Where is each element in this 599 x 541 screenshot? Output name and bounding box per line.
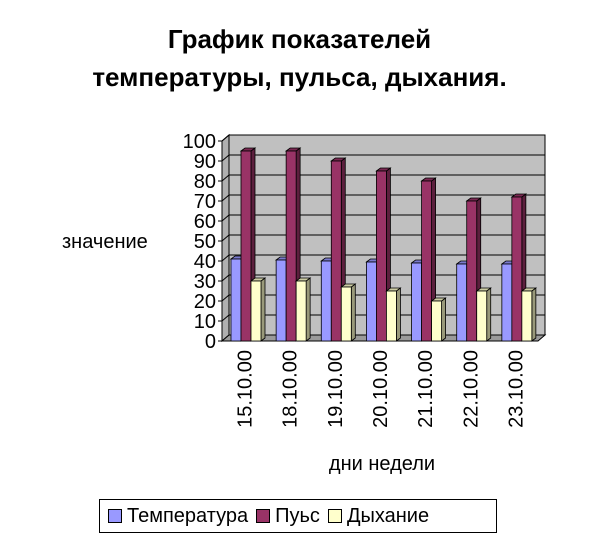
bar-front: [240, 150, 252, 342]
bar-front: [285, 150, 297, 342]
legend-label-breathing: Дыхание: [346, 504, 430, 527]
bar-front: [340, 286, 352, 342]
legend-swatch-temperature: [108, 509, 122, 523]
bar-front: [431, 300, 442, 342]
y-tick-label: 30: [194, 271, 216, 293]
bar: [249, 277, 267, 342]
x-tick-label: 22.10.00: [460, 350, 482, 428]
bar-front: [320, 260, 332, 342]
x-tick-label: 20.10.00: [370, 350, 392, 428]
bar-side: [396, 287, 401, 342]
bar-side: [260, 277, 266, 342]
chart-legend: Температура Пуьс Дыхание: [99, 499, 497, 533]
x-tick-label: 19.10.00: [325, 350, 347, 428]
bar-front: [275, 259, 287, 342]
bar-front: [456, 263, 468, 342]
bar-front: [250, 280, 262, 342]
y-tick-label: 50: [194, 231, 216, 253]
y-tick-label: 10: [194, 311, 216, 333]
y-axis-title: значение: [62, 231, 148, 253]
bar-front: [330, 160, 342, 342]
gridline-side: [221, 294, 230, 302]
bar: [430, 297, 447, 342]
y-tick-label: 90: [194, 151, 216, 173]
x-axis-title: дни недели: [329, 453, 435, 475]
bar-front: [501, 263, 513, 342]
chart-title-line-2: температуры, пульса, дыхания.: [92, 62, 507, 92]
y-tick-label: 70: [194, 191, 216, 213]
bar-side: [350, 283, 356, 342]
bar-front: [476, 290, 488, 342]
bar: [294, 277, 312, 342]
bar-side: [441, 297, 446, 342]
y-tick-label: 0: [205, 331, 216, 353]
gridline-side: [221, 134, 230, 142]
legend-label-pulse: Пуьс: [275, 504, 320, 527]
bar: [475, 287, 492, 342]
legend-item-breathing: Дыхание: [327, 504, 430, 528]
y-tick-label: 20: [194, 291, 216, 313]
bar-side: [305, 277, 311, 342]
bar-front: [511, 196, 523, 342]
bar-front: [411, 262, 422, 342]
gridline-side: [221, 214, 230, 222]
gridline-side: [221, 194, 230, 202]
chart-title-line-1: График показателей: [167, 24, 432, 54]
legend-item-pulse: Пуьс: [256, 505, 320, 528]
y-tick-label: 80: [194, 171, 216, 193]
bar-front: [230, 258, 242, 342]
x-tick-label: 21.10.00: [415, 350, 437, 428]
x-tick-label: 15.10.00: [235, 350, 257, 428]
bar-front: [521, 290, 533, 342]
legend-item-temperature: Температура: [108, 505, 248, 528]
x-tick-label: 23.10.00: [505, 350, 527, 428]
gridline-side: [221, 274, 230, 282]
x-tick-label: 18.10.00: [280, 350, 302, 428]
legend-swatch-pulse: [256, 509, 271, 523]
bar-side: [486, 287, 492, 342]
bar: [520, 287, 538, 342]
bar-front: [386, 290, 397, 342]
gridline-side: [221, 254, 230, 262]
gridline-side: [221, 154, 230, 162]
bar-front: [295, 280, 307, 342]
bar-front: [366, 261, 377, 342]
gridline-side: [221, 234, 230, 242]
bar: [385, 287, 402, 342]
bar-front: [421, 180, 432, 342]
legend-label-temperature: Температура: [127, 504, 249, 527]
y-tick-label: 40: [194, 251, 216, 273]
gridline-side: [221, 174, 230, 182]
y-tick-label: 100: [183, 131, 216, 153]
bar-front: [376, 170, 387, 342]
y-tick-label: 60: [194, 211, 216, 233]
bar-front: [466, 200, 478, 342]
legend-swatch-breathing: [327, 509, 342, 523]
gridline-side: [221, 314, 230, 322]
bar-side: [531, 287, 537, 342]
bar: [340, 283, 357, 342]
